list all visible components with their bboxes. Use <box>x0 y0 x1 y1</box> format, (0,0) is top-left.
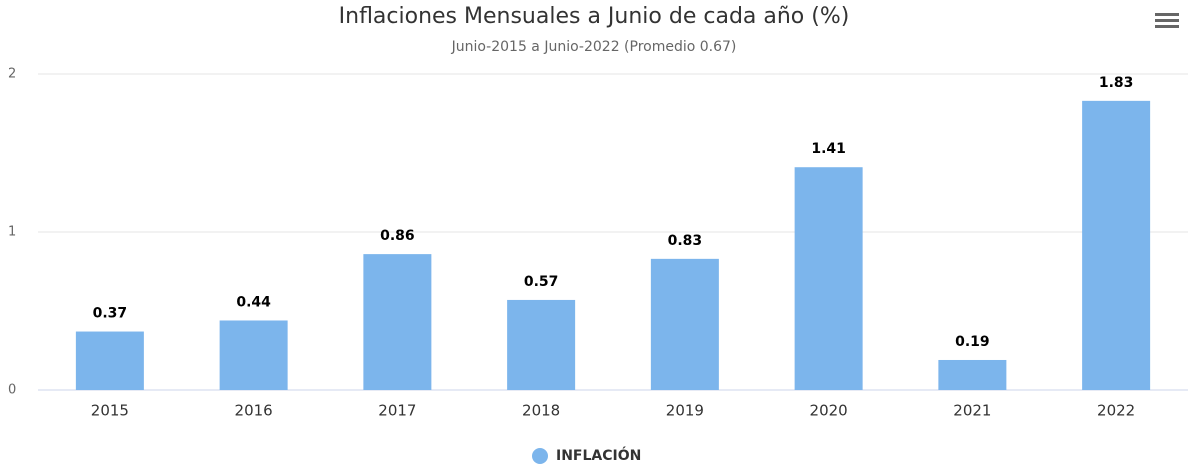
data-label: 0.37 <box>93 306 128 322</box>
bar <box>938 359 1007 390</box>
data-label: 1.41 <box>811 141 846 157</box>
data-label: 0.57 <box>524 274 559 290</box>
x-tick-label: 2015 <box>91 402 129 420</box>
data-label: 0.86 <box>380 228 415 244</box>
chart-title: Inflaciones Mensuales a Junio de cada añ… <box>339 4 850 29</box>
bar <box>507 299 576 390</box>
bar <box>650 258 719 390</box>
y-tick-label: 1 <box>8 225 16 240</box>
x-tick-label: 2019 <box>666 402 704 420</box>
menu-line <box>1155 25 1179 28</box>
menu-button[interactable] <box>1155 13 1179 28</box>
x-tick-label: 2022 <box>1097 402 1135 420</box>
x-tick-label: 2016 <box>235 402 273 420</box>
x-tick-label: 2021 <box>953 402 991 420</box>
menu-line <box>1155 13 1179 16</box>
x-tick-label: 2020 <box>810 402 848 420</box>
y-tick-label: 2 <box>8 67 16 82</box>
x-tick-label: 2017 <box>378 402 416 420</box>
bar <box>794 167 863 390</box>
legend-label: INFLACIÓN <box>556 446 641 464</box>
data-label: 1.83 <box>1099 75 1134 91</box>
legend-item[interactable]: INFLACIÓN <box>532 446 641 464</box>
data-label: 0.44 <box>236 294 271 310</box>
bar <box>363 254 432 390</box>
data-label: 0.19 <box>955 334 990 350</box>
legend-swatch <box>532 448 548 464</box>
data-label: 0.83 <box>668 233 703 249</box>
x-tick-label: 2018 <box>522 402 560 420</box>
bar <box>1082 100 1151 391</box>
chart-subtitle: Junio-2015 a Junio-2022 (Promedio 0.67) <box>451 39 737 55</box>
bar <box>75 331 144 390</box>
y-tick-label: 0 <box>8 383 16 398</box>
bar <box>219 320 288 390</box>
menu-line <box>1155 19 1179 22</box>
